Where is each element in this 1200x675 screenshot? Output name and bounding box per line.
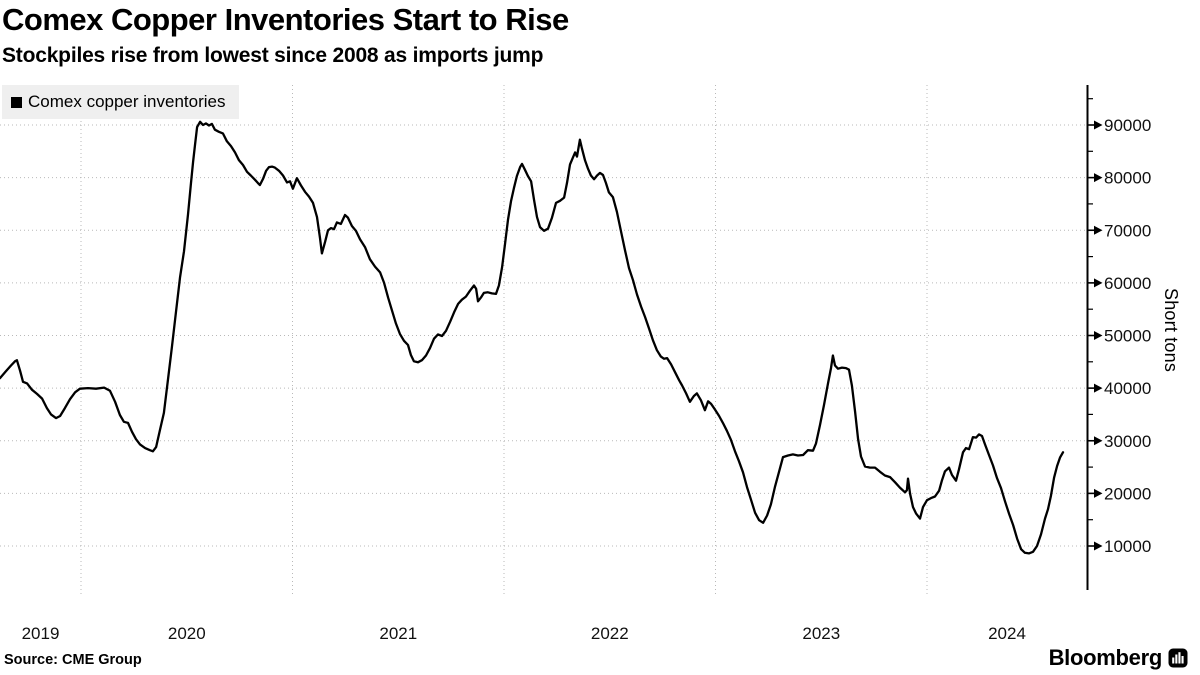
svg-text:2024: 2024 — [988, 624, 1026, 643]
chart-subtitle: Stockpiles rise from lowest since 2008 a… — [2, 44, 544, 67]
inventory-line-series — [0, 120, 1065, 555]
svg-text:2023: 2023 — [802, 624, 840, 643]
bloomberg-terminal-icon — [1168, 648, 1188, 668]
svg-text:50000: 50000 — [1104, 327, 1151, 346]
svg-text:2022: 2022 — [591, 624, 629, 643]
svg-text:30000: 30000 — [1104, 432, 1151, 451]
svg-text:80000: 80000 — [1104, 169, 1151, 188]
svg-text:70000: 70000 — [1104, 221, 1151, 240]
svg-text:2020: 2020 — [168, 624, 206, 643]
svg-text:2021: 2021 — [379, 624, 417, 643]
y-axis: 10000 20000 30000 40000 50000 60000 70000 80000… — [1086, 85, 1151, 590]
svg-text:20000: 20000 — [1104, 484, 1151, 503]
source-label: Source: CME Group — [4, 652, 142, 668]
svg-text:10000: 10000 — [1104, 537, 1151, 556]
gridlines — [0, 85, 1087, 595]
x-axis-labels: 2019 2020 2021 2022 2023 2024 — [22, 624, 1026, 643]
legend: Comex copper inventories — [2, 85, 240, 119]
chart-title: Comex Copper Inventories Start to Rise — [2, 2, 569, 37]
bloomberg-logo: Bloomberg — [1049, 645, 1188, 671]
svg-text:40000: 40000 — [1104, 379, 1151, 398]
svg-text:60000: 60000 — [1104, 274, 1151, 293]
svg-text:90000: 90000 — [1104, 116, 1151, 135]
y-axis-title: Short tons — [1161, 288, 1181, 373]
legend-swatch-icon — [11, 96, 22, 108]
bloomberg-wordmark: Bloomberg — [1048, 645, 1163, 670]
svg-text:2019: 2019 — [22, 624, 60, 643]
legend-label: Comex copper inventories — [28, 92, 226, 111]
